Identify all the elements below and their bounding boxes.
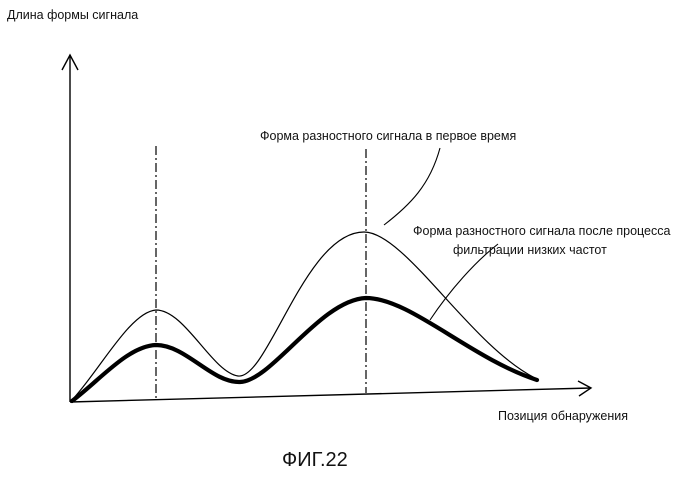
- leader-first-time: [384, 148, 440, 225]
- x-axis: [70, 388, 591, 402]
- curve-filtered-label-line1: Форма разностного сигнала после процесса: [413, 225, 670, 238]
- curve-filtered: [72, 298, 537, 401]
- y-axis-label: Длина формы сигнала: [7, 9, 138, 22]
- curve-filtered-label-line2: фильтрации низких частот: [453, 244, 607, 257]
- x-axis-label: Позиция обнаружения: [498, 410, 628, 423]
- curve-first-time-label: Форма разностного сигнала в первое время: [260, 130, 516, 143]
- curve-first-time: [72, 232, 535, 400]
- figure-caption: ФИГ.22: [282, 450, 348, 470]
